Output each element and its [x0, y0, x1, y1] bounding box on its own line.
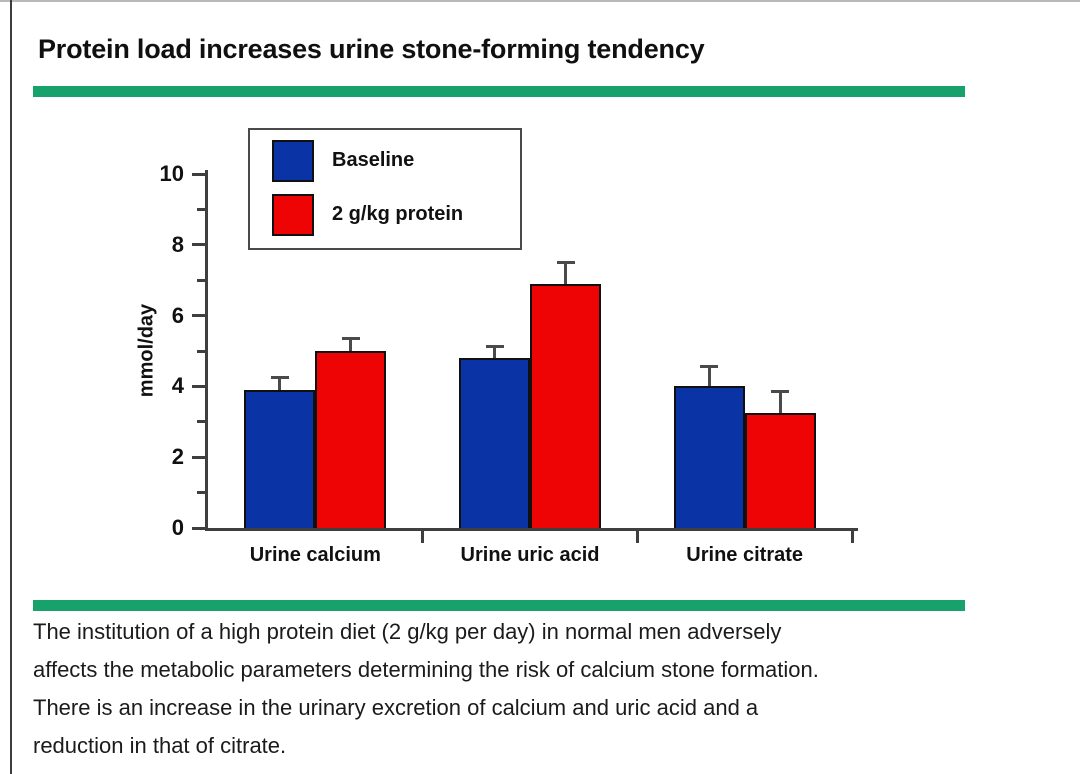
y-tick-label: 10 — [159, 161, 184, 186]
y-tick-label: 4 — [171, 373, 184, 399]
y-tick-label: 0 — [171, 515, 184, 540]
y-axis-major-tick — [192, 384, 205, 388]
error-bar-stem — [707, 366, 711, 387]
legend-swatch-baseline — [272, 140, 314, 182]
y-axis-line — [205, 170, 208, 531]
accent-divider-top — [33, 86, 965, 97]
y-tick-label: 8 — [171, 231, 184, 257]
y-axis-major-tick — [192, 172, 205, 176]
x-axis-tick — [635, 530, 639, 543]
error-bar-cap — [341, 336, 360, 340]
error-bar-cap — [485, 345, 504, 349]
y-axis-minor-tick — [197, 420, 205, 424]
y-axis-minor-tick — [197, 349, 205, 353]
panel-top-border — [0, 0, 1080, 2]
legend-label-2-g-kg-protein: 2 g/kg protein — [332, 203, 464, 225]
y-axis-major-tick — [192, 526, 205, 530]
error-bar-stem — [564, 262, 567, 284]
bar-chart: Urine calcium Urine uric acid Urine citrat… — [135, 128, 858, 566]
error-bar-stem — [493, 347, 496, 359]
error-bar-stem — [349, 338, 353, 351]
error-bar-cap — [771, 389, 790, 393]
error-bar-cap — [270, 375, 289, 379]
figure-caption: The institution of a high protein diet (… — [33, 619, 819, 758]
error-bar-stem — [778, 391, 782, 413]
x-axis-tick — [421, 530, 425, 543]
y-axis-minor-tick — [197, 491, 205, 495]
category-label-urine-uric-acid: Urine uric acid — [460, 544, 600, 566]
x-axis-line — [205, 528, 858, 531]
panel-left-border — [10, 0, 12, 774]
accent-divider-bottom — [33, 600, 965, 611]
y-tick-label: 6 — [171, 302, 184, 328]
y-axis-label: mmol/day — [135, 303, 158, 398]
bar-2-g-kg-protein-urine-calcium — [315, 351, 387, 530]
y-axis-major-tick — [192, 314, 205, 318]
y-axis-major-tick — [192, 243, 205, 247]
bar-baseline-urine-calcium — [244, 389, 316, 530]
error-bar-cap — [700, 364, 719, 368]
error-bar-stem — [278, 377, 282, 390]
bar-baseline-urine-citrate — [673, 386, 745, 530]
y-axis-major-tick — [192, 455, 205, 459]
bar-baseline-urine-uric-acid — [459, 358, 530, 530]
y-axis-minor-tick — [197, 207, 205, 211]
bar-2-g-kg-protein-urine-uric-acid — [530, 283, 601, 530]
bar-2-g-kg-protein-urine-citrate — [744, 412, 816, 530]
category-label-urine-citrate: Urine citrate — [686, 544, 804, 566]
legend-swatch-2-g-kg-protein — [272, 194, 314, 236]
page-title: Protein load increases urine stone-formi… — [38, 34, 705, 64]
error-bar-cap — [556, 260, 575, 264]
legend-label-baseline: Baseline — [332, 149, 415, 171]
y-tick-label: 2 — [171, 444, 184, 470]
x-axis-tick — [850, 530, 854, 543]
category-label-urine-calcium: Urine calcium — [249, 544, 381, 566]
y-axis-minor-tick — [197, 278, 205, 282]
